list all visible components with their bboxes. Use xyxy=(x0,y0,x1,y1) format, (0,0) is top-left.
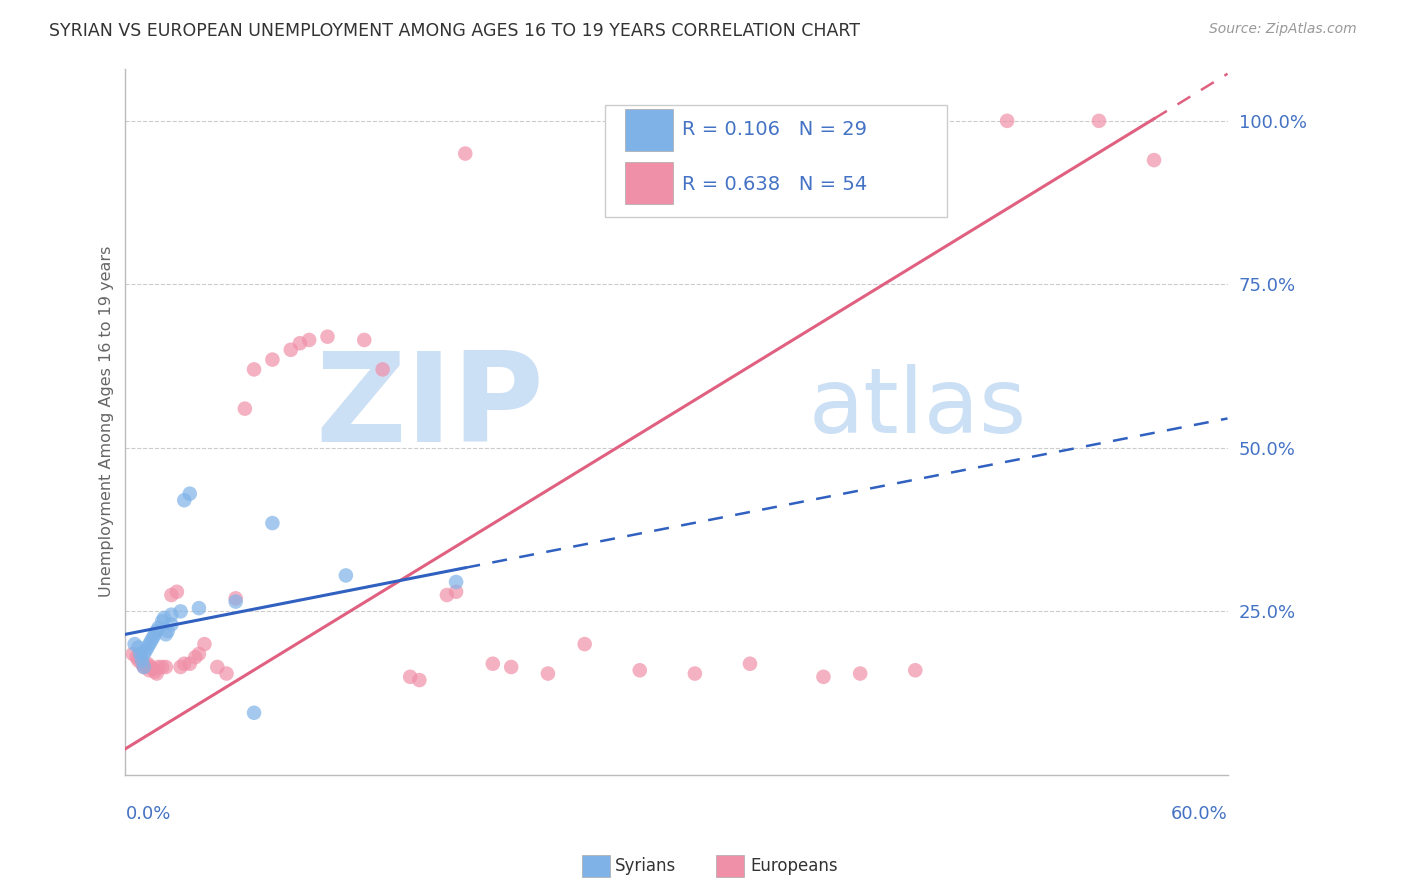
Point xyxy=(408,673,430,687)
Point xyxy=(813,670,835,684)
Text: 60.0%: 60.0% xyxy=(1171,805,1227,823)
Point xyxy=(150,614,173,628)
Point xyxy=(155,627,177,641)
Point xyxy=(142,662,165,676)
Point xyxy=(187,601,209,615)
Point xyxy=(160,588,183,602)
Text: Syrians: Syrians xyxy=(614,857,676,875)
Point xyxy=(166,584,188,599)
Point xyxy=(995,113,1018,128)
Text: ZIP: ZIP xyxy=(315,347,544,468)
Point xyxy=(233,401,256,416)
Point xyxy=(127,640,149,655)
Point xyxy=(129,647,152,661)
Text: atlas: atlas xyxy=(808,364,1026,451)
Point xyxy=(179,486,201,500)
Point xyxy=(131,653,153,667)
Point xyxy=(143,665,166,679)
Point xyxy=(127,653,149,667)
Point xyxy=(738,657,761,671)
Point xyxy=(173,657,195,671)
Point xyxy=(628,663,651,677)
Point xyxy=(849,666,872,681)
Point xyxy=(141,660,163,674)
Point xyxy=(262,516,284,530)
Point xyxy=(1088,113,1111,128)
Point xyxy=(129,651,152,665)
Y-axis label: Unemployment Among Ages 16 to 19 years: Unemployment Among Ages 16 to 19 years xyxy=(100,246,114,598)
Point xyxy=(153,611,176,625)
Point xyxy=(169,604,191,618)
Point xyxy=(131,657,153,671)
Point xyxy=(132,660,155,674)
FancyBboxPatch shape xyxy=(624,162,673,204)
Point xyxy=(148,660,170,674)
Point xyxy=(135,643,157,657)
Point xyxy=(148,621,170,635)
Point xyxy=(482,657,505,671)
Point xyxy=(501,660,523,674)
Point xyxy=(574,637,596,651)
Text: Europeans: Europeans xyxy=(751,857,838,875)
Point xyxy=(145,624,167,638)
Point xyxy=(371,362,394,376)
Point xyxy=(904,663,927,677)
Point xyxy=(399,670,422,684)
Point xyxy=(160,617,183,632)
Point xyxy=(207,660,229,674)
Text: 0.0%: 0.0% xyxy=(125,805,172,823)
Point xyxy=(335,568,357,582)
Point xyxy=(169,660,191,674)
Point xyxy=(121,647,143,661)
Point xyxy=(155,660,177,674)
Point xyxy=(444,574,467,589)
Point xyxy=(243,706,266,720)
Point xyxy=(138,663,160,677)
Point xyxy=(179,657,201,671)
Text: R = 0.638   N = 54: R = 0.638 N = 54 xyxy=(682,175,868,194)
Point xyxy=(150,660,173,674)
Point xyxy=(136,640,159,655)
Point xyxy=(225,591,247,606)
Point xyxy=(316,329,339,343)
Point xyxy=(173,493,195,508)
Point xyxy=(124,637,146,651)
Point xyxy=(132,647,155,661)
Text: R = 0.106   N = 29: R = 0.106 N = 29 xyxy=(682,120,868,139)
Point xyxy=(436,588,458,602)
Point xyxy=(156,624,179,638)
Point xyxy=(141,633,163,648)
FancyBboxPatch shape xyxy=(624,110,673,151)
Point xyxy=(215,666,238,681)
Point xyxy=(288,336,311,351)
Point xyxy=(225,594,247,608)
Point xyxy=(683,666,706,681)
Point xyxy=(184,650,207,665)
Point xyxy=(187,647,209,661)
Point xyxy=(280,343,302,357)
Point xyxy=(262,352,284,367)
Point xyxy=(132,660,155,674)
Point xyxy=(138,637,160,651)
Point xyxy=(444,584,467,599)
Point xyxy=(1143,153,1166,167)
Point xyxy=(143,627,166,641)
Point xyxy=(136,657,159,671)
Point xyxy=(142,631,165,645)
Point xyxy=(298,333,321,347)
Point xyxy=(135,658,157,673)
Point xyxy=(454,146,477,161)
Text: SYRIAN VS EUROPEAN UNEMPLOYMENT AMONG AGES 16 TO 19 YEARS CORRELATION CHART: SYRIAN VS EUROPEAN UNEMPLOYMENT AMONG AG… xyxy=(49,22,860,40)
Point xyxy=(160,607,183,622)
FancyBboxPatch shape xyxy=(605,105,946,217)
Text: Source: ZipAtlas.com: Source: ZipAtlas.com xyxy=(1209,22,1357,37)
Point xyxy=(537,666,560,681)
Point xyxy=(353,333,375,347)
Point xyxy=(193,637,215,651)
Point xyxy=(243,362,266,376)
Point xyxy=(145,666,167,681)
Point xyxy=(125,650,148,665)
